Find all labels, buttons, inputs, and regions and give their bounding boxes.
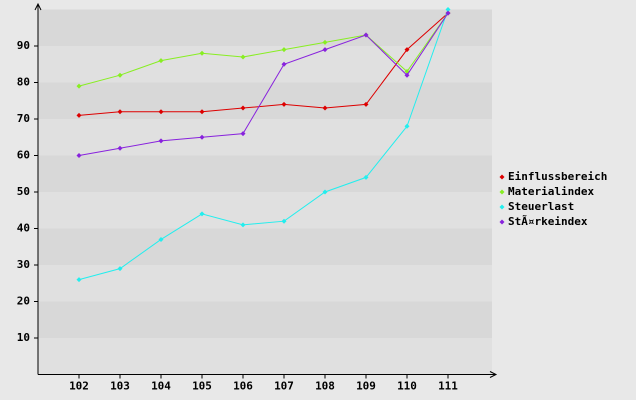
data-point [158,58,164,64]
grid-band [38,228,492,265]
legend-label: Materialindex [508,185,594,198]
legend-marker [499,189,505,195]
x-tick-label: 106 [233,380,253,393]
legend-label: Einflussbereich [508,170,607,183]
x-axis-arrow [489,371,498,378]
y-tick-label: 90 [17,39,30,52]
data-point [158,236,164,242]
data-point [117,109,123,115]
data-point [117,145,123,151]
y-axis-arrow [34,2,42,11]
data-point [363,32,369,38]
x-tick-label: 103 [110,380,130,393]
data-point [445,7,451,12]
y-tick-label: 20 [17,295,30,308]
data-point [76,112,82,118]
data-point [363,101,369,107]
data-point [240,222,246,228]
x-tick-label: 110 [397,380,417,393]
data-point [445,10,451,16]
data-point [117,266,123,272]
data-point [158,138,164,144]
data-point [322,189,328,195]
series-line [78,12,449,156]
y-tick-label: 30 [17,258,30,271]
y-tick-label: 70 [17,112,30,125]
data-point [199,109,205,115]
series-line [78,9,449,281]
data-point [76,153,82,158]
data-point [404,123,410,129]
data-point [281,47,287,53]
data-point [76,277,82,283]
grid-band [38,155,492,192]
grid-band [38,301,492,338]
series-line [78,12,449,116]
y-tick-label: 10 [17,331,30,344]
data-point [240,131,246,137]
y-tick-label: 40 [17,222,30,235]
data-point [281,218,287,224]
data-point [240,54,246,60]
x-tick-label: 108 [315,380,335,393]
grid-band [38,9,492,46]
data-point [281,101,287,107]
data-point [158,109,164,115]
x-tick-label: 104 [151,380,171,393]
legend-marker [499,174,505,180]
x-tick-label: 107 [274,380,294,393]
legend-label: Steuerlast [508,200,574,213]
data-point [240,105,246,111]
legend-marker [499,204,505,210]
data-point [404,72,410,78]
x-tick-label: 111 [438,380,458,393]
y-tick-label: 80 [17,76,30,89]
legend-marker [499,219,505,225]
data-point [76,83,82,89]
data-point [199,134,205,140]
data-point [117,72,123,78]
data-point [363,174,369,180]
data-point [199,50,205,56]
grid-band [38,82,492,119]
x-tick-label: 105 [192,380,212,393]
data-point [281,61,287,67]
data-point [404,47,410,53]
data-point [322,105,328,111]
x-tick-label: 109 [356,380,376,393]
series-line [78,12,449,87]
data-point [322,39,328,45]
y-tick-label: 60 [17,149,30,162]
data-point [322,47,328,53]
x-tick-label: 102 [69,380,89,393]
legend-label: StÃ¤rkeindex [508,215,588,228]
y-tick-label: 50 [17,185,30,198]
data-point [199,211,205,217]
